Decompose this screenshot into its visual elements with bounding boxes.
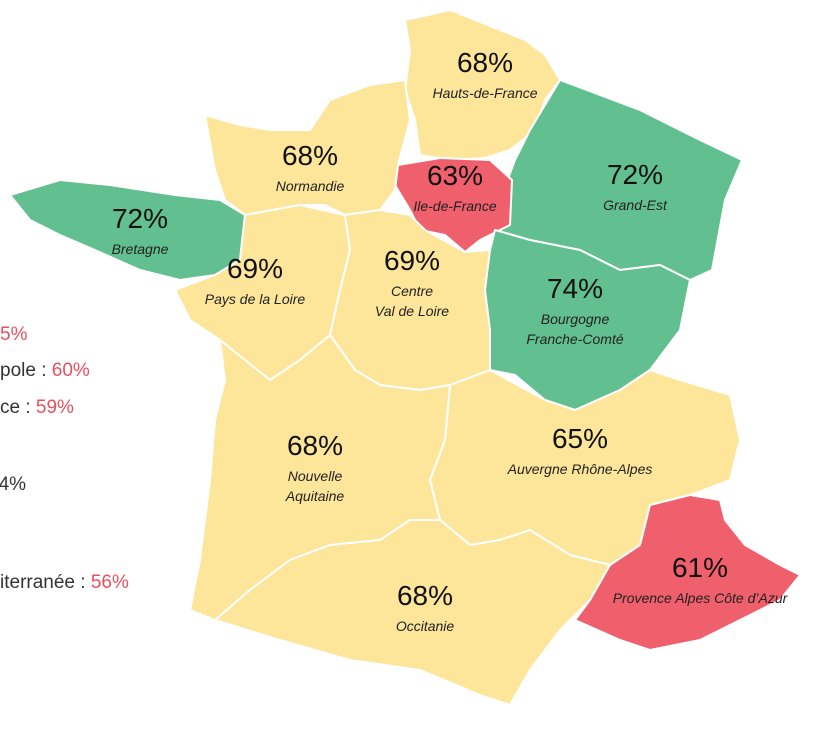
side-item: iterranée : 56% — [0, 572, 129, 593]
side-text: 54% — [0, 474, 26, 495]
region-name: Occitanie — [396, 618, 455, 634]
region: 68% Hauts-de-France — [404, 9, 561, 161]
region-name: Bretagne — [112, 241, 169, 257]
region-value: 63% — [427, 160, 483, 191]
region-value: 68% — [282, 140, 338, 171]
region: 74% Bourgogne Franche-Comté — [484, 229, 691, 411]
side-value: 60% — [52, 360, 90, 381]
side-value: 56% — [91, 572, 129, 593]
side-value: 59% — [36, 397, 74, 418]
region: 68% Normandie — [204, 79, 411, 216]
region-name: Grand-Est — [603, 197, 668, 213]
side-text: iterranée : — [0, 572, 91, 593]
region-name: Val de Loire — [375, 303, 449, 319]
side-value: 5% — [0, 324, 28, 345]
region-name: Ile-de-France — [413, 198, 496, 214]
region: 61% Provence Alpes Côte d’Azur — [574, 494, 801, 651]
region-value: 69% — [227, 253, 283, 284]
region-name: Normandie — [276, 178, 345, 194]
region-value: 68% — [397, 580, 453, 611]
region-shape — [404, 9, 561, 161]
side-text: pole : — [0, 360, 52, 381]
region-value: 74% — [547, 273, 603, 304]
region: 69% Pays de la Loire — [174, 204, 351, 381]
region-value: 68% — [287, 430, 343, 461]
region-name: Hauts-de-France — [432, 85, 537, 101]
region: 69% Centre Val de Loire — [329, 209, 491, 391]
side-item: ce : 59% — [0, 397, 74, 418]
side-item: 54% — [0, 474, 26, 495]
side-text: ce : — [0, 397, 36, 418]
region-shape — [574, 494, 801, 651]
region-name: Auvergne Rhône-Alpes — [507, 461, 653, 477]
region-value: 72% — [607, 159, 663, 190]
region-name: Pays de la Loire — [205, 291, 306, 307]
region-value: 68% — [457, 47, 513, 78]
region-name: Bourgogne — [541, 311, 610, 327]
region-name: Nouvelle — [288, 468, 343, 484]
region-value: 61% — [672, 552, 728, 583]
side-item: pole : 60% — [0, 360, 90, 381]
region-name: Aquitaine — [285, 488, 345, 504]
region-name: Centre — [391, 283, 433, 299]
region-value: 72% — [112, 203, 168, 234]
side-item: 5% — [0, 324, 28, 345]
region-name: Franche-Comté — [526, 331, 623, 347]
region-name: Provence Alpes Côte d’Azur — [613, 590, 789, 606]
region-value: 65% — [552, 423, 608, 454]
region: 72% Grand-Est — [494, 79, 743, 281]
region: 72% Bretagne — [9, 179, 246, 281]
region-value: 69% — [384, 245, 440, 276]
